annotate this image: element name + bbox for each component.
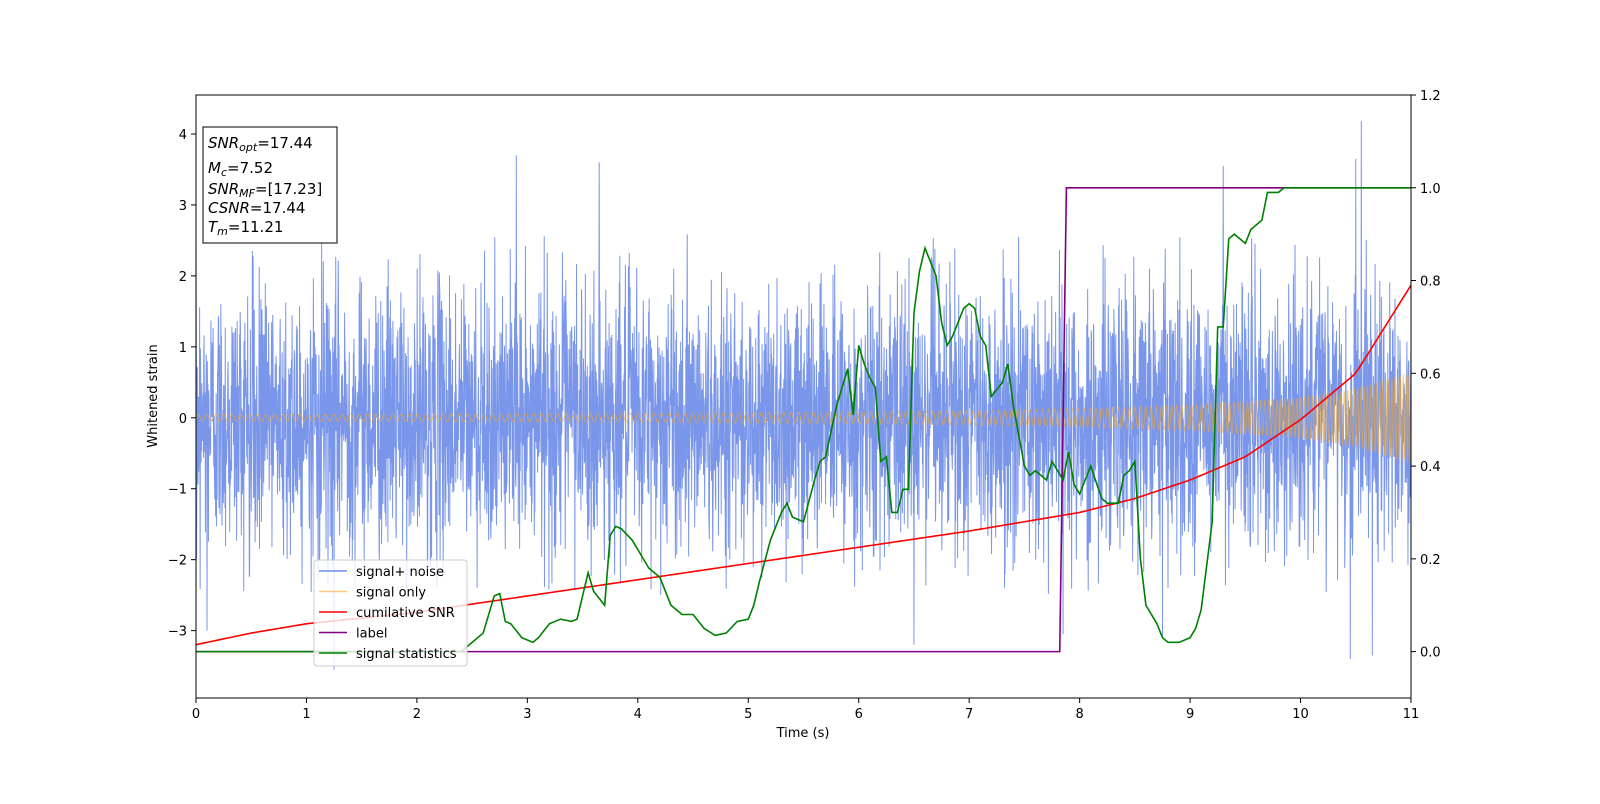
x-tick-label: 0 <box>192 707 200 722</box>
y2-tick-label: 1.2 <box>1420 89 1441 104</box>
y-tick-label: −2 <box>168 554 187 569</box>
series-label <box>196 186 1411 653</box>
y2-tick-label: 0.6 <box>1420 367 1441 382</box>
legend-entry: signal+ noise <box>356 565 444 580</box>
legend-entry: signal only <box>356 586 426 601</box>
x-tick-label: 4 <box>634 707 642 722</box>
y2-tick-label: 0.2 <box>1420 553 1441 568</box>
info-box: SNRopt=17.44 Mc=7.52SNRMF=[17.23]CSNR=17.… <box>202 126 338 244</box>
y2-axis-ticks: 0.0 0.2 0.4 0.6 0.8 1.0 1.2 <box>1411 89 1441 661</box>
y-axis-ticks: −3 −2 −1 0 1 2 3 4 <box>168 128 196 640</box>
x-tick-label: 8 <box>1075 707 1083 722</box>
y-tick-label: 0 <box>179 412 187 427</box>
x-tick-label: 1 <box>302 707 310 722</box>
y-tick-label: 1 <box>179 341 187 356</box>
info-line: SNRMF=[17.23] <box>208 180 322 200</box>
series-signal-statistics <box>196 186 1411 653</box>
info-line: Mc=7.52 <box>208 159 273 179</box>
info-box-frame <box>202 126 338 244</box>
y-axis-label: Whitened strain <box>146 344 161 447</box>
x-tick-label: 3 <box>523 707 531 722</box>
y-tick-label: −3 <box>168 625 187 640</box>
y2-tick-label: 0.4 <box>1420 460 1441 475</box>
y-tick-label: 2 <box>179 270 187 285</box>
info-line: Tm=11.21 <box>208 218 283 238</box>
legend: signal+ noise signal only cumilative SNR la… <box>313 559 468 667</box>
y2-tick-label: 0.8 <box>1420 275 1441 290</box>
x-tick-label: 10 <box>1292 707 1309 722</box>
x-axis-ticks: 0 1 2 3 4 5 6 7 8 9 10 11 <box>192 698 1419 722</box>
legend-entry: signal statistics <box>356 647 457 662</box>
x-tick-label: 7 <box>965 707 973 722</box>
x-tick-label: 6 <box>855 707 863 722</box>
legend-entry: label <box>356 627 387 642</box>
legend-entry: cumilative SNR <box>356 606 455 621</box>
y2-tick-label: 1.0 <box>1420 182 1441 197</box>
x-tick-label: 5 <box>744 707 752 722</box>
info-line: SNRopt=17.44 <box>208 134 313 154</box>
info-line: CSNR=17.44 <box>208 199 305 217</box>
x-tick-label: 2 <box>413 707 421 722</box>
y-tick-label: −1 <box>168 483 187 498</box>
x-tick-label: 9 <box>1186 707 1194 722</box>
y2-tick-label: 0.0 <box>1420 646 1441 661</box>
y-tick-label: 4 <box>179 128 187 143</box>
x-axis-label: Time (s) <box>776 726 830 741</box>
x-tick-label: 11 <box>1403 707 1420 722</box>
axes-frame <box>195 94 1412 699</box>
y-tick-label: 3 <box>179 199 187 214</box>
legend-frame <box>313 559 468 667</box>
series-signal-noise <box>196 121 1411 670</box>
series-signal-only <box>196 374 1411 463</box>
